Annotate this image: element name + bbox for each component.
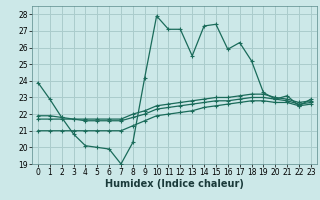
X-axis label: Humidex (Indice chaleur): Humidex (Indice chaleur) [105, 179, 244, 189]
